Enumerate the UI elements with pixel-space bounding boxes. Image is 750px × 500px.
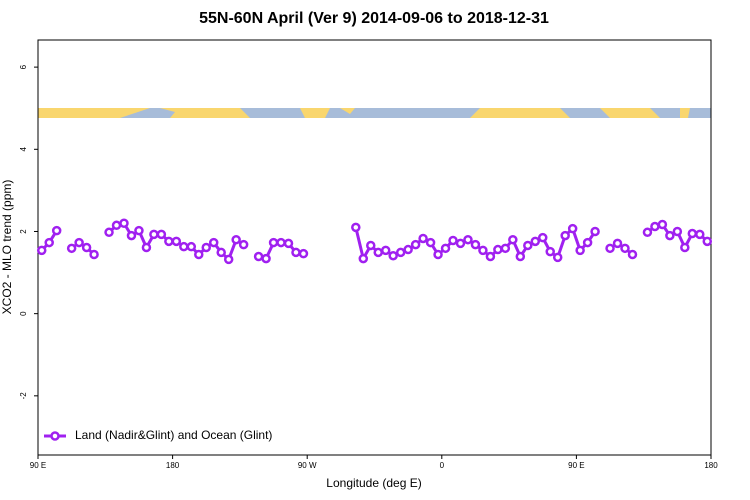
point <box>149 229 159 240</box>
point <box>455 238 466 249</box>
point <box>575 245 585 256</box>
point <box>261 253 271 264</box>
point <box>695 229 705 240</box>
point <box>291 247 301 258</box>
point <box>650 221 660 232</box>
y-tick-label: 0 <box>19 311 28 316</box>
point <box>538 232 548 243</box>
point <box>51 225 62 236</box>
y-tick-label: 2 <box>19 229 28 234</box>
point <box>201 242 211 253</box>
point <box>216 247 226 258</box>
point <box>395 247 406 258</box>
point <box>582 237 593 248</box>
point <box>687 228 698 239</box>
point <box>231 234 241 245</box>
point <box>680 242 690 253</box>
point <box>373 247 383 258</box>
point <box>470 239 481 250</box>
point <box>545 246 555 257</box>
chart-title: 55N-60N April (Ver 9) 2014-09-06 to 2018… <box>199 10 549 27</box>
point <box>171 236 182 247</box>
point <box>141 242 152 253</box>
point <box>530 236 541 247</box>
point <box>253 251 264 262</box>
x-tick-label: 90 E <box>568 461 584 470</box>
x-tick-label: 180 <box>166 461 180 470</box>
point <box>478 245 488 256</box>
point <box>74 237 84 248</box>
x-axis-label: Longitude (deg E) <box>326 476 421 490</box>
point <box>508 234 518 245</box>
point <box>388 250 398 261</box>
point <box>425 237 436 248</box>
point <box>208 237 219 248</box>
point <box>552 252 563 263</box>
point <box>590 226 600 237</box>
point <box>223 254 234 265</box>
point <box>268 237 279 248</box>
point <box>89 249 99 260</box>
point <box>111 220 122 231</box>
point <box>66 243 77 254</box>
legend-marker <box>50 431 60 441</box>
point <box>672 226 683 237</box>
point <box>276 237 286 248</box>
y-tick-label: 4 <box>19 147 28 152</box>
point <box>702 236 713 247</box>
point <box>440 243 451 254</box>
point <box>567 223 578 234</box>
point <box>283 238 294 249</box>
point <box>298 248 309 259</box>
point <box>665 230 675 241</box>
point <box>380 245 391 256</box>
point <box>560 230 570 241</box>
point <box>642 227 653 238</box>
point <box>612 238 623 249</box>
x-tick-label: 90 W <box>298 461 317 470</box>
point <box>351 222 361 233</box>
point <box>164 236 174 247</box>
point <box>523 240 533 251</box>
point <box>36 245 47 256</box>
y-axis-label: XCO2 - MLO trend (ppm) <box>0 180 14 315</box>
point <box>605 243 615 254</box>
point <box>515 251 526 262</box>
point <box>500 243 511 254</box>
x-tick-label: 0 <box>440 461 445 470</box>
point <box>448 235 458 246</box>
point <box>358 253 369 264</box>
point <box>410 239 421 250</box>
y-tick-label: 6 <box>19 64 28 69</box>
point <box>493 244 503 255</box>
point <box>156 229 167 240</box>
point <box>119 218 129 229</box>
point <box>463 234 473 245</box>
point <box>179 241 189 252</box>
point <box>485 251 496 262</box>
point <box>657 219 668 230</box>
point <box>366 240 376 251</box>
point <box>433 249 443 260</box>
point <box>186 241 197 252</box>
point <box>620 243 630 254</box>
x-tick-label: 180 <box>704 461 718 470</box>
point <box>403 244 413 255</box>
point <box>81 242 92 253</box>
point <box>44 237 54 248</box>
point <box>627 249 638 260</box>
point <box>134 225 144 236</box>
x-tick-label: 90 E <box>30 461 46 470</box>
point <box>418 233 428 244</box>
point <box>104 227 114 238</box>
y-tick-label: -2 <box>19 392 28 400</box>
legend-label: Land (Nadir&Glint) and Ocean (Glint) <box>75 428 272 442</box>
point <box>126 230 137 241</box>
point <box>238 239 249 250</box>
map-strip <box>38 108 711 118</box>
point <box>194 249 204 260</box>
